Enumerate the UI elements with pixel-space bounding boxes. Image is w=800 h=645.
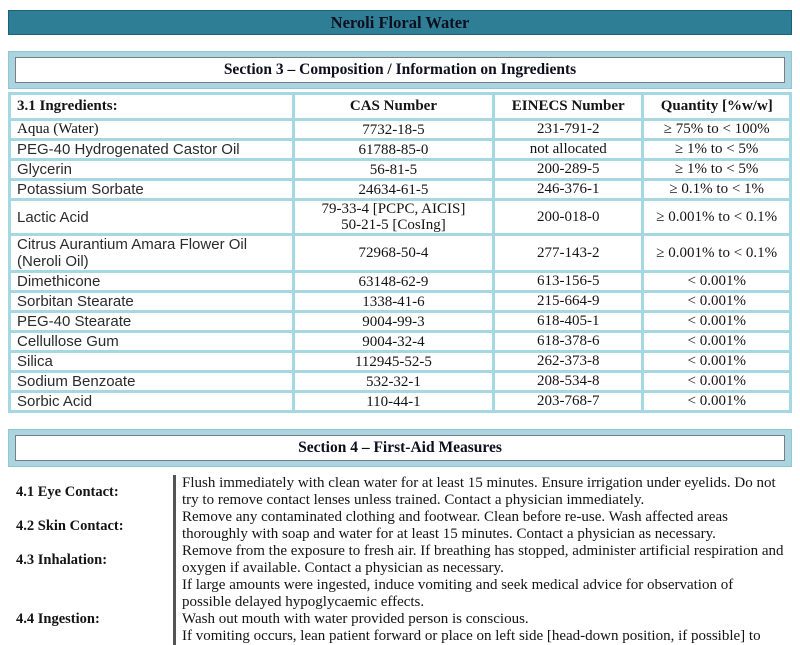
first-aid-item: 4.1 Eye Contact: Flush immediately with …: [8, 475, 792, 509]
ingredient-cas-number: 532-32-1: [291, 370, 496, 393]
first-aid-text: If vomiting occurs, lean patient forward…: [173, 628, 792, 645]
ingredient-einecs-number: 200-018-0: [491, 198, 645, 236]
ingredients-header-row: 3.1 Ingredients: CAS Number EINECS Numbe…: [8, 92, 792, 121]
col-header-ingredients: 3.1 Ingredients:: [8, 92, 295, 121]
ingredient-row: Dimethicone 63148-62-9 613-156-5 < 0.001…: [8, 270, 792, 293]
ingredient-einecs-number: 246-376-1: [491, 178, 645, 201]
ingredient-name: PEG-40 Stearate: [8, 310, 295, 333]
first-aid-text: Wash out mouth with water provided perso…: [173, 611, 792, 628]
ingredient-einecs-number: 618-378-6: [491, 330, 645, 353]
ingredient-quantity: ≥ 0.1% to < 1%: [641, 178, 792, 201]
ingredient-quantity: < 0.001%: [641, 390, 792, 413]
first-aid-label: 4.4 Ingestion:: [16, 611, 100, 627]
first-aid-label: [8, 628, 173, 645]
ingredient-cas-number: 9004-32-4: [291, 330, 496, 353]
ingredient-einecs-number: 200-289-5: [491, 158, 645, 181]
section4-heading: Section 4 – First-Aid Measures: [15, 435, 785, 461]
first-aid-item: 4.2 Skin Contact: Remove any contaminate…: [8, 509, 792, 543]
ingredient-name: Glycerin: [8, 158, 295, 181]
ingredient-quantity: < 0.001%: [641, 290, 792, 313]
ingredient-row: PEG-40 Stearate 9004-99-3 618-405-1 < 0.…: [8, 310, 792, 333]
ingredient-name: Sorbic Acid: [8, 390, 295, 413]
ingredient-quantity: < 0.001%: [641, 350, 792, 373]
ingredient-name: Dimethicone: [8, 270, 295, 293]
ingredient-cas-number: 63148-62-9: [291, 270, 496, 293]
ingredient-quantity: ≥ 75% to < 100%: [641, 118, 792, 141]
first-aid-list: 4.1 Eye Contact: Flush immediately with …: [8, 475, 792, 645]
first-aid-text: If large amounts were ingested, induce v…: [173, 577, 792, 611]
ingredient-name: PEG-40 Hydrogenated Castor Oil: [8, 138, 295, 161]
first-aid-text: Flush immediately with clean water for a…: [173, 475, 792, 509]
first-aid-label: [8, 577, 173, 611]
ingredient-name: Sorbitan Stearate: [8, 290, 295, 313]
first-aid-text: Remove from the exposure to fresh air. I…: [173, 543, 792, 577]
ingredient-row: Citrus Aurantium Amara Flower Oil (Nerol…: [8, 233, 792, 273]
ingredient-quantity: ≥ 0.001% to < 0.1%: [641, 233, 792, 273]
ingredient-einecs-number: 231-791-2: [491, 118, 645, 141]
ingredient-cas-number: 56-81-5: [291, 158, 496, 181]
ingredient-cas-number: 61788-85-0: [291, 138, 496, 161]
first-aid-text: Remove any contaminated clothing and foo…: [173, 509, 792, 543]
document-title: Neroli Floral Water: [330, 13, 470, 32]
first-aid-label: 4.1 Eye Contact:: [16, 483, 119, 500]
ingredient-row: Lactic Acid 79-33-4 [PCPC, AICIS] 50-21-…: [8, 198, 792, 236]
ingredient-cas-number: 1338-41-6: [291, 290, 496, 313]
section3-heading: Section 3 – Composition / Information on…: [15, 57, 785, 83]
ingredient-name: Citrus Aurantium Amara Flower Oil (Nerol…: [8, 233, 295, 273]
ingredient-quantity: < 0.001%: [641, 330, 792, 353]
ingredient-cas-number: 72968-50-4: [291, 233, 496, 273]
section4-header-frame: Section 4 – First-Aid Measures: [8, 429, 792, 467]
col-header-einecs-number: EINECS Number: [491, 92, 645, 121]
ingredient-row: Sorbic Acid 110-44-1 203-768-7 < 0.001%: [8, 390, 792, 413]
ingredient-name: Silica: [8, 350, 295, 373]
ingredient-cas-number: 110-44-1: [291, 390, 496, 413]
ingredients-table: 3.1 Ingredients: CAS Number EINECS Numbe…: [8, 92, 792, 413]
ingredient-name: Aqua (Water): [8, 118, 295, 141]
ingredient-cas-number: 24634-61-5: [291, 178, 496, 201]
ingredient-row: Aqua (Water) 7732-18-5 231-791-2 ≥ 75% t…: [8, 118, 792, 141]
ingredient-cas-number: 112945-52-5: [291, 350, 496, 373]
ingredient-einecs-number: 618-405-1: [491, 310, 645, 333]
ingredient-einecs-number: 215-664-9: [491, 290, 645, 313]
ingredient-cas-number: 9004-99-3: [291, 310, 496, 333]
ingredient-quantity: < 0.001%: [641, 270, 792, 293]
first-aid-label: 4.3 Inhalation:: [16, 551, 108, 568]
first-aid-label: 4.2 Skin Contact:: [16, 517, 124, 534]
ingredient-quantity: ≥ 0.001% to < 0.1%: [641, 198, 792, 236]
first-aid-item: 4.3 Inhalation: Remove from the exposure…: [8, 543, 792, 577]
ingredient-row: Sorbitan Stearate 1338-41-6 215-664-9 < …: [8, 290, 792, 313]
ingredient-row: Cellullose Gum 9004-32-4 618-378-6 < 0.0…: [8, 330, 792, 353]
ingredient-row: PEG-40 Hydrogenated Castor Oil 61788-85-…: [8, 138, 792, 161]
first-aid-item: If vomiting occurs, lean patient forward…: [8, 628, 792, 645]
ingredient-einecs-number: 277-143-2: [491, 233, 645, 273]
ingredient-quantity: < 0.001%: [641, 370, 792, 393]
first-aid-item: If large amounts were ingested, induce v…: [8, 577, 792, 611]
document-title-bar: Neroli Floral Water: [8, 10, 792, 35]
ingredient-row: Silica 112945-52-5 262-373-8 < 0.001%: [8, 350, 792, 373]
ingredient-name: Potassium Sorbate: [8, 178, 295, 201]
ingredient-quantity: ≥ 1% to < 5%: [641, 138, 792, 161]
ingredient-row: Glycerin 56-81-5 200-289-5 ≥ 1% to < 5%: [8, 158, 792, 181]
ingredient-einecs-number: not allocated: [491, 138, 645, 161]
ingredient-einecs-number: 203-768-7: [491, 390, 645, 413]
ingredient-einecs-number: 208-534-8: [491, 370, 645, 393]
ingredient-name: Lactic Acid: [8, 198, 295, 236]
ingredient-quantity: < 0.001%: [641, 310, 792, 333]
ingredient-cas-number: 7732-18-5: [291, 118, 496, 141]
col-header-cas-number: CAS Number: [291, 92, 496, 121]
first-aid-item: 4.4 Ingestion: Wash out mouth with water…: [8, 611, 792, 628]
section3-header-frame: Section 3 – Composition / Information on…: [8, 51, 792, 89]
ingredient-name: Cellullose Gum: [8, 330, 295, 353]
col-header-quantity: Quantity [%w/w]: [641, 92, 792, 121]
ingredient-row: Sodium Benzoate 532-32-1 208-534-8 < 0.0…: [8, 370, 792, 393]
ingredient-einecs-number: 613-156-5: [491, 270, 645, 293]
ingredient-cas-number: 79-33-4 [PCPC, AICIS] 50-21-5 [CosIng]: [291, 198, 496, 236]
ingredient-einecs-number: 262-373-8: [491, 350, 645, 373]
ingredient-row: Potassium Sorbate 24634-61-5 246-376-1 ≥…: [8, 178, 792, 201]
ingredient-quantity: ≥ 1% to < 5%: [641, 158, 792, 181]
ingredient-name: Sodium Benzoate: [8, 370, 295, 393]
